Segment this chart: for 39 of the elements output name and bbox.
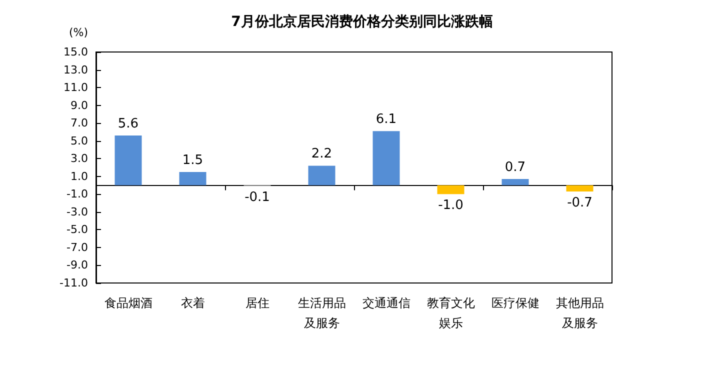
y-tick-label: -5.0 [66,223,88,236]
y-tick-label: -9.0 [66,258,88,272]
data-label: 5.6 [118,116,139,132]
bar [566,185,594,192]
chart-title: 7月份北京居民消费价格分类别同比涨跌幅 [231,13,493,30]
bar [114,136,142,186]
bar [179,172,206,186]
bar [308,166,336,186]
x-tick-label: 医疗保健 [491,296,540,310]
x-tick-label: 衣着 [180,296,205,310]
data-label: 6.1 [376,112,397,128]
y-tick-label: 5.0 [70,134,88,148]
x-tick-label: 教育文化娱乐 [426,296,475,330]
y-tick-label: -3.0 [66,205,88,218]
y-tick-label: -11.0 [60,276,88,290]
y-tick-label: -7.0 [66,240,88,254]
data-label: -0.7 [567,195,592,210]
data-label: -0.1 [244,190,270,206]
y-tick-label: 3.0 [70,152,88,166]
y-tick-label: 13.0 [64,63,88,76]
y-axis-title: (%) [68,26,88,39]
y-tick-label: 7.0 [70,116,88,130]
y-tick-label: 11.0 [64,81,88,94]
data-label: 2.2 [311,146,332,162]
y-tick-label: -1.0 [66,188,88,201]
y-tick-label: 1.0 [70,170,88,183]
x-tick-label: 其他用品及服务 [556,296,604,330]
y-tick-label: 15.0 [64,46,88,58]
x-tick-label: 食品烟酒 [104,296,152,310]
bar [372,131,400,186]
data-label: 1.5 [182,152,204,168]
x-tick-label: 交通通信 [362,296,410,310]
data-label: -1.0 [438,198,464,214]
x-tick-label: 居住 [245,296,270,310]
data-label: 0.7 [504,160,526,176]
bar [437,185,464,194]
y-tick-label: 9.0 [70,98,88,112]
bar [502,179,529,186]
x-tick-label: 生活用品及服务 [298,296,346,330]
